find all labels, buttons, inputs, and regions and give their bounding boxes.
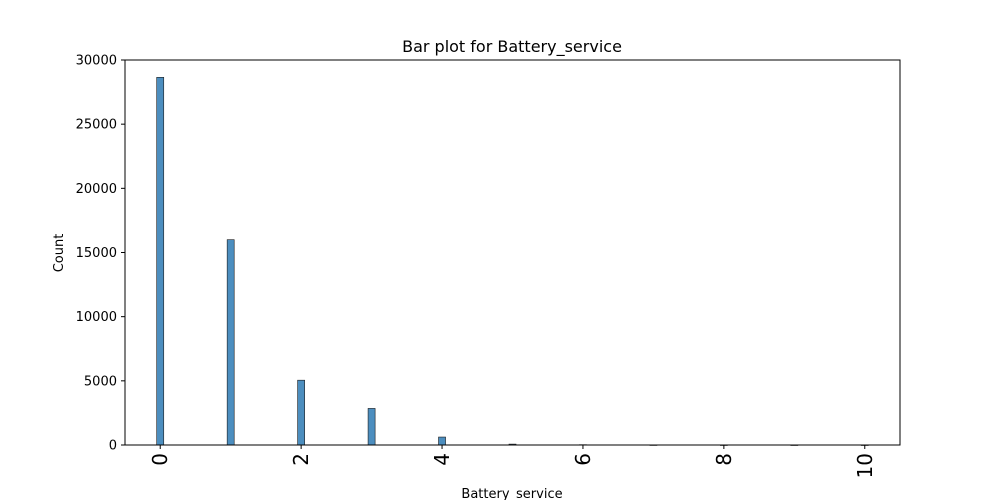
y-tick-label: 30000 xyxy=(76,54,117,69)
bars-group xyxy=(156,77,869,446)
y-tick-label: 0 xyxy=(109,439,117,454)
x-tick-label: 0 xyxy=(148,453,172,466)
chart-title: Bar plot for Battery_service xyxy=(402,37,622,57)
x-tick-label: 2 xyxy=(289,453,313,466)
x-tick-label: 10 xyxy=(853,453,877,478)
bar-4 xyxy=(438,436,446,446)
bar-0 xyxy=(156,77,165,446)
y-tick-label: 15000 xyxy=(76,246,117,261)
y-tick-label: 20000 xyxy=(76,182,117,197)
bar-1 xyxy=(226,239,235,446)
y-tick-label: 25000 xyxy=(76,118,117,133)
x-axis-label: Battery_service xyxy=(461,487,562,500)
x-tick-label: 4 xyxy=(430,453,454,466)
bar-3 xyxy=(367,408,376,446)
y-axis-label: Count xyxy=(52,234,67,273)
plot-frame xyxy=(124,59,901,446)
bar-2 xyxy=(297,379,305,446)
x-tick-label: 8 xyxy=(712,453,736,466)
y-axis-ticks: 0 5000 10000 15000 20000 25000 30000 xyxy=(76,54,125,454)
y-tick-label: 5000 xyxy=(84,374,117,389)
y-tick-label: 10000 xyxy=(76,310,117,325)
x-tick-label: 6 xyxy=(571,453,595,466)
x-axis-ticks: 0 2 4 6 8 10 xyxy=(148,445,877,478)
